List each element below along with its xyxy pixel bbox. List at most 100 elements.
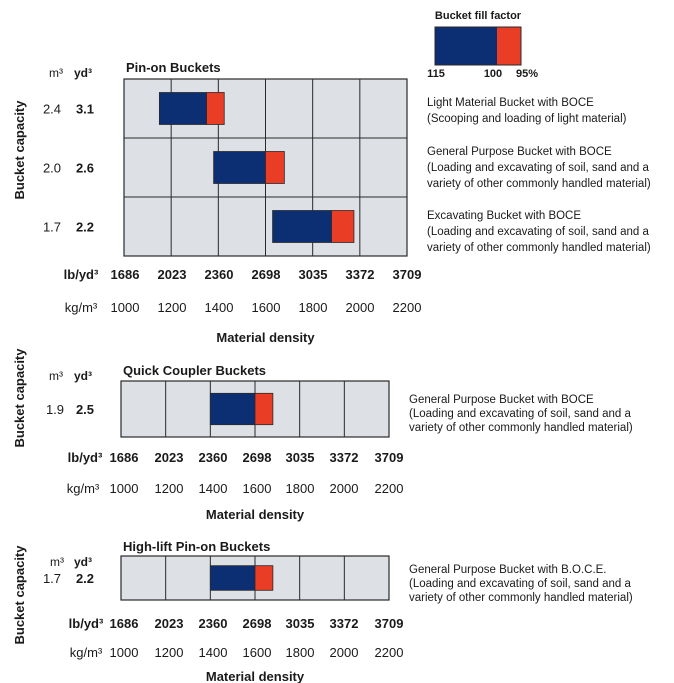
x-tick-lb: 3709 <box>393 267 422 282</box>
x-tick-kg: 1600 <box>243 645 272 660</box>
x-tick-lb: 3372 <box>346 267 375 282</box>
fill-bar-navy <box>209 565 256 591</box>
x-tick-kg: 1400 <box>205 300 234 315</box>
fill-bar-red <box>254 392 274 426</box>
panel-border <box>120 555 390 601</box>
fill-bar-red <box>331 210 355 243</box>
bucket-description-line: General Purpose Bucket with B.O.C.E. <box>409 564 607 576</box>
x-tick-kg: 2000 <box>330 645 359 660</box>
x-tick-kg: 1000 <box>111 300 140 315</box>
x-tick-lb: 1686 <box>111 267 140 282</box>
panel-title: High-lift Pin-on Buckets <box>123 539 270 554</box>
x-tick-lb: 3372 <box>330 616 359 631</box>
panel-border <box>120 380 390 438</box>
legend-swatch-100-95 <box>497 27 521 65</box>
x-tick-kg: 2200 <box>375 481 404 496</box>
fill-bar-red <box>265 151 285 184</box>
chart-panel-2: Quick Coupler Buckets Bucket capacity m³ yd… <box>12 348 633 522</box>
x-tick-kg: 1200 <box>158 300 187 315</box>
panel-title: Quick Coupler Buckets <box>123 363 266 378</box>
x-tick-kg: 2000 <box>330 481 359 496</box>
bucket-description-line: General Purpose Bucket with BOCE <box>409 394 594 406</box>
x-tick-lb: 3035 <box>286 450 315 465</box>
y-axis-label: Bucket capacity <box>12 545 27 645</box>
capacity-m3: 2.4 <box>43 102 61 117</box>
capacity-m3: 1.9 <box>46 402 64 417</box>
y-axis-label: Bucket capacity <box>12 348 27 448</box>
x-unit-kg-m3: kg/m³ <box>65 300 98 315</box>
capacity-m3: 1.7 <box>43 571 61 586</box>
bucket-description-line: Excavating Bucket with BOCE <box>427 210 581 222</box>
legend-swatch-115-100 <box>435 27 497 65</box>
x-tick-lb: 1686 <box>110 450 139 465</box>
bucket-description-line: (Loading and excavating of soil, sand an… <box>409 578 631 590</box>
legend-label: 115 <box>427 68 445 80</box>
fill-bar-red <box>254 565 274 591</box>
x-tick-lb: 2023 <box>155 450 184 465</box>
x-tick-lb: 2360 <box>205 267 234 282</box>
bucket-description-line: (Loading and excavating of soil, sand an… <box>427 162 649 174</box>
x-tick-lb: 3709 <box>375 450 404 465</box>
legend-label: 95% <box>516 68 538 80</box>
unit-header-m3: m³ <box>50 555 64 569</box>
x-tick-lb: 2360 <box>199 616 228 631</box>
bucket-description-line: variety of other commonly handled materi… <box>427 178 651 190</box>
fill-bar-red <box>206 92 225 125</box>
x-tick-kg: 1400 <box>199 481 228 496</box>
x-tick-lb: 2698 <box>252 267 281 282</box>
fill-bar-navy <box>158 92 207 125</box>
x-tick-lb: 2698 <box>243 616 272 631</box>
x-axis-label: Material density <box>206 507 305 522</box>
x-unit-lb-yd3: lb/yd³ <box>68 450 103 465</box>
bucket-description-line: (Loading and excavating of soil, sand an… <box>427 226 649 238</box>
x-unit-lb-yd3: lb/yd³ <box>64 267 99 282</box>
x-tick-kg: 1000 <box>110 481 139 496</box>
chart-panel-3: High-lift Pin-on Buckets Bucket capacity m… <box>12 539 633 683</box>
capacity-m3: 2.0 <box>43 161 61 176</box>
panel-border <box>123 78 408 257</box>
x-tick-kg: 1600 <box>252 300 281 315</box>
x-tick-kg: 1600 <box>243 481 272 496</box>
bucket-description-line: Light Material Bucket with BOCE <box>427 97 594 109</box>
bucket-description-line: variety of other commonly handled materi… <box>409 422 633 434</box>
x-tick-kg: 1200 <box>155 481 184 496</box>
x-tick-kg: 1000 <box>110 645 139 660</box>
x-tick-lb: 3372 <box>330 450 359 465</box>
capacity-yd3: 2.2 <box>76 220 94 235</box>
panel-title: Pin-on Buckets <box>126 60 221 75</box>
capacity-yd3: 2.6 <box>76 161 94 176</box>
bucket-description-line: (Loading and excavating of soil, sand an… <box>409 408 631 420</box>
fill-bar-navy <box>272 210 332 243</box>
chart-panel-1: Pin-on Buckets Bucket capacity m³ yd³ 2.4 3.1… <box>12 60 651 345</box>
legend-title: Bucket fill factor <box>435 10 522 22</box>
x-tick-kg: 1800 <box>299 300 328 315</box>
x-tick-kg: 2000 <box>346 300 375 315</box>
fill-bar-navy <box>209 392 256 426</box>
capacity-m3: 1.7 <box>43 220 61 235</box>
unit-header-yd3: yd³ <box>74 369 92 383</box>
x-tick-lb: 3709 <box>375 616 404 631</box>
x-tick-lb: 2023 <box>155 616 184 631</box>
x-tick-kg: 2200 <box>375 645 404 660</box>
capacity-yd3: 2.5 <box>76 402 94 417</box>
fill-factor-legend: Bucket fill factor 115 100 95% <box>427 10 538 80</box>
x-axis-label: Material density <box>216 330 315 345</box>
unit-header-yd3: yd³ <box>74 555 92 569</box>
x-tick-kg: 2200 <box>393 300 422 315</box>
unit-header-m3: m³ <box>49 369 63 383</box>
y-axis-label: Bucket capacity <box>12 100 27 200</box>
x-tick-lb: 3035 <box>286 616 315 631</box>
x-tick-lb: 2698 <box>243 450 272 465</box>
x-tick-lb: 3035 <box>299 267 328 282</box>
x-tick-lb: 2023 <box>158 267 187 282</box>
bucket-description-line: variety of other commonly handled materi… <box>409 592 633 604</box>
x-tick-lb: 1686 <box>110 616 139 631</box>
legend-swatch-border <box>434 26 522 66</box>
bucket-description-line: variety of other commonly handled materi… <box>427 242 651 254</box>
bucket-description-line: General Purpose Bucket with BOCE <box>427 146 612 158</box>
x-axis-label: Material density <box>206 669 305 683</box>
unit-header-yd3: yd³ <box>74 66 92 80</box>
bucket-description-line: (Scooping and loading of light material) <box>427 113 627 125</box>
x-tick-kg: 1400 <box>199 645 228 660</box>
